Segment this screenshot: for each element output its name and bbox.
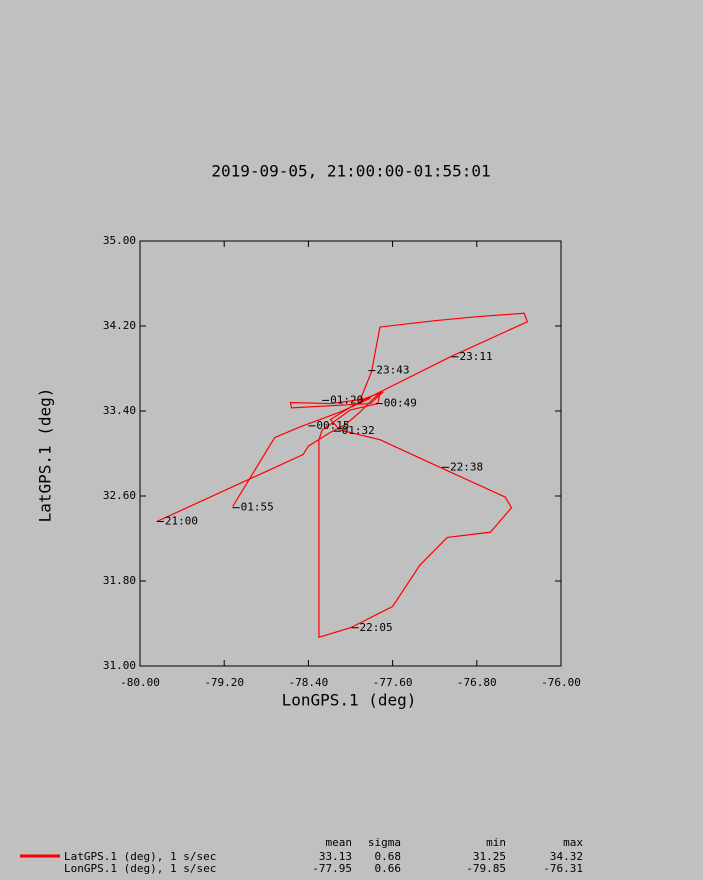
x-tick-label: -76.80 [457,676,497,689]
stats-header: min [486,836,506,849]
annotation: 23:43 [376,364,409,377]
y-axis-label: LatGPS.1 (deg) [36,388,55,523]
x-tick-label: -78.40 [289,676,329,689]
stats-value: 34.32 [550,850,583,863]
annotation: 01:32 [342,424,375,437]
x-tick-label: -80.00 [120,676,160,689]
legend-label: LonGPS.1 (deg), 1 s/sec [64,862,216,875]
y-tick-label: 34.20 [103,319,136,332]
y-tick-label: 31.80 [103,574,136,587]
stats-value: 0.66 [375,862,402,875]
stats-header: mean [326,836,353,849]
annotation: 21:00 [165,515,198,528]
stats-value: 33.13 [319,850,352,863]
stats-value: 31.25 [473,850,506,863]
chart-title: 2019-09-05, 21:00:00-01:55:01 [211,162,490,181]
stats-value: -77.95 [312,862,352,875]
x-tick-label: -79.20 [204,676,244,689]
stats-header: sigma [368,836,401,849]
y-tick-label: 32.60 [103,489,136,502]
annotation: 22:05 [360,621,393,634]
legend-label: LatGPS.1 (deg), 1 s/sec [64,850,216,863]
annotation: 01:55 [241,501,274,514]
stats-header: max [563,836,583,849]
stats-value: 0.68 [375,850,402,863]
x-tick-label: -77.60 [373,676,413,689]
x-tick-label: -76.00 [541,676,581,689]
y-tick-label: 33.40 [103,404,136,417]
x-axis-label: LonGPS.1 (deg) [282,691,417,710]
y-tick-label: 35.00 [103,234,136,247]
annotation: 01:20 [330,393,363,406]
annotation: 23:11 [460,350,493,363]
annotation: 00:15 [316,419,349,432]
track-line [156,312,529,639]
y-tick-label: 31.00 [103,659,136,672]
annotation: 22:38 [450,460,483,473]
stats-value: -76.31 [543,862,583,875]
annotation: 00:49 [384,397,417,410]
plot-frame [139,240,562,667]
stats-value: -79.85 [466,862,506,875]
